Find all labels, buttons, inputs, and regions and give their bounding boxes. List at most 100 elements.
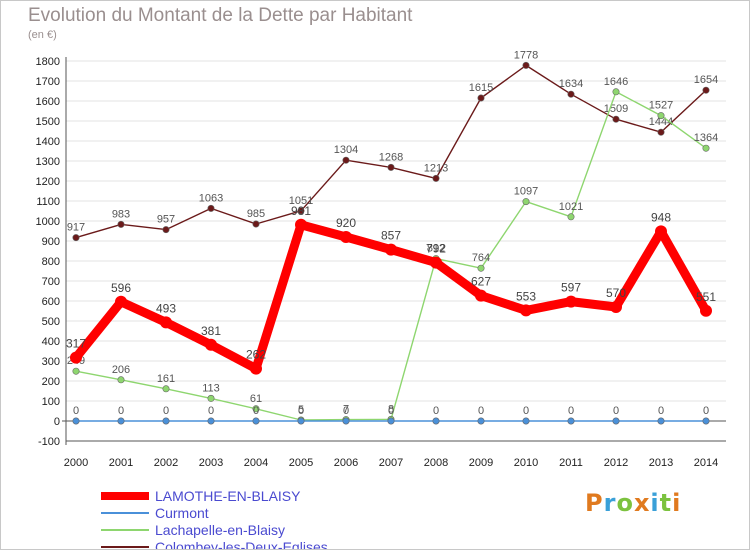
line-chart: -100010020030040050060070080090010001100…: [36, 49, 726, 469]
point-curmont-2002: [162, 417, 170, 425]
legend-swatch-curmont: [101, 512, 149, 514]
x-tick-label-2010: 2010: [514, 457, 538, 469]
data-label-colombey-les-deux-eglises-2007: 1268: [379, 151, 403, 163]
point-lamothe-en-blaisy-2012: [610, 301, 622, 313]
x-tick-label-2004: 2004: [244, 457, 268, 469]
x-tick-label-2003: 2003: [199, 457, 223, 469]
y-tick-label-1100: 1100: [36, 196, 60, 208]
point-colombey-les-deux-eglises-2002: [162, 226, 170, 234]
x-tick-label-2012: 2012: [604, 457, 628, 469]
y-tick-label--100: -100: [38, 436, 60, 448]
logo-letter: i: [672, 489, 682, 517]
data-label-colombey-les-deux-eglises-2000: 917: [67, 222, 85, 234]
legend-label-curmont: Curmont: [155, 505, 209, 521]
data-label-colombey-les-deux-eglises-2014: 1654: [694, 74, 718, 86]
point-curmont-2009: [477, 417, 485, 425]
point-lachapelle-en-blaisy-2003: [207, 394, 215, 402]
point-lachapelle-en-blaisy-2004: [252, 405, 260, 413]
point-lachapelle-en-blaisy-2009: [477, 264, 485, 272]
point-lachapelle-en-blaisy-2002: [162, 385, 170, 393]
data-label-colombey-les-deux-eglises-2009: 1615: [469, 82, 493, 94]
point-lamothe-en-blaisy-2000: [70, 351, 82, 364]
data-label-lamothe-en-blaisy-2005: 981: [291, 204, 311, 218]
data-label-lamothe-en-blaisy-2012: 570: [606, 286, 626, 300]
chart-title: Evolution du Montant de la Dette par Hab…: [28, 5, 413, 26]
logo-letter: t: [659, 489, 673, 517]
data-label-lachapelle-en-blaisy-2009: 764: [472, 252, 490, 264]
point-colombey-les-deux-eglises-2003: [207, 204, 215, 212]
y-tick-label-700: 700: [42, 276, 60, 288]
data-label-colombey-les-deux-eglises-2005: 1051: [289, 195, 313, 207]
y-tick-label-200: 200: [42, 376, 60, 388]
point-colombey-les-deux-eglises-2009: [477, 94, 485, 102]
data-label-curmont-2006: 0: [343, 405, 349, 417]
point-lamothe-en-blaisy-2002: [160, 316, 172, 329]
data-label-colombey-les-deux-eglises-2003: 1063: [199, 192, 223, 204]
point-lachapelle-en-blaisy-2012: [612, 88, 620, 96]
point-colombey-les-deux-eglises-2007: [387, 163, 395, 171]
x-tick-label-2007: 2007: [379, 457, 403, 469]
point-curmont-2008: [432, 417, 440, 425]
data-label-curmont-2001: 0: [118, 405, 124, 417]
point-curmont-2003: [207, 417, 215, 425]
point-lamothe-en-blaisy-2001: [115, 295, 127, 308]
data-label-lamothe-en-blaisy-2000: 317: [66, 337, 86, 351]
point-curmont-2004: [252, 417, 260, 425]
point-lamothe-en-blaisy-2011: [565, 295, 577, 308]
data-label-curmont-2010: 0: [523, 405, 529, 417]
y-tick-label-1400: 1400: [36, 136, 60, 148]
y-tick-label-300: 300: [42, 356, 60, 368]
data-label-lachapelle-en-blaisy-2014: 1364: [694, 132, 718, 144]
y-tick-label-800: 800: [42, 256, 60, 268]
x-tick-label-2000: 2000: [64, 457, 88, 469]
point-curmont-2007: [387, 417, 395, 425]
data-label-curmont-2004: 0: [253, 405, 259, 417]
data-label-curmont-2009: 0: [478, 405, 484, 417]
data-label-lamothe-en-blaisy-2004: 262: [246, 348, 266, 362]
point-curmont-2001: [117, 417, 125, 425]
chart-subtitle: (en €): [28, 29, 57, 41]
point-lamothe-en-blaisy-2013: [655, 225, 667, 238]
legend-swatch-colombey: [101, 546, 149, 548]
data-label-lamothe-en-blaisy-2011: 597: [561, 281, 581, 295]
y-tick-label-1500: 1500: [36, 116, 60, 128]
data-label-lamothe-en-blaisy-2009: 627: [471, 275, 491, 289]
data-label-lachapelle-en-blaisy-2003: 113: [202, 382, 220, 394]
data-label-curmont-2007: 0: [388, 405, 394, 417]
legend-swatch-lachapelle: [101, 529, 149, 531]
data-label-lamothe-en-blaisy-2006: 920: [336, 216, 356, 230]
legend-label-lachapelle: Lachapelle-en-Blaisy: [155, 522, 285, 538]
point-lachapelle-en-blaisy-2000: [72, 367, 80, 375]
point-curmont-2000: [72, 417, 80, 425]
data-label-curmont-2014: 0: [703, 405, 709, 417]
x-tick-label-2006: 2006: [334, 457, 358, 469]
logo-letter: o: [616, 489, 634, 517]
point-colombey-les-deux-eglises-2011: [567, 90, 575, 98]
data-label-lachapelle-en-blaisy-2002: 161: [157, 373, 175, 385]
data-label-lachapelle-en-blaisy-2006: 7: [343, 404, 349, 416]
data-label-lamothe-en-blaisy-2002: 493: [156, 301, 176, 315]
point-curmont-2011: [567, 417, 575, 425]
point-colombey-les-deux-eglises-2008: [432, 174, 440, 182]
legend-label-colombey: Colombey-les-Deux-Eglises: [155, 539, 328, 550]
point-curmont-2014: [702, 417, 710, 425]
data-label-lamothe-en-blaisy-2003: 381: [201, 324, 221, 338]
point-curmont-2013: [657, 417, 665, 425]
data-label-lamothe-en-blaisy-2013: 948: [651, 210, 671, 224]
data-label-lachapelle-en-blaisy-2008: 812: [427, 243, 445, 255]
point-colombey-les-deux-eglises-2014: [702, 86, 710, 94]
x-tick-label-2005: 2005: [289, 457, 313, 469]
point-colombey-les-deux-eglises-2004: [252, 220, 260, 228]
data-label-lachapelle-en-blaisy-2007: 8: [388, 403, 394, 415]
data-label-lachapelle-en-blaisy-2011: 1021: [559, 201, 583, 213]
point-lamothe-en-blaisy-2010: [520, 304, 532, 317]
data-label-curmont-2003: 0: [208, 405, 214, 417]
point-lamothe-en-blaisy-2007: [385, 243, 397, 256]
data-label-curmont-2000: 0: [73, 405, 79, 417]
data-label-lachapelle-en-blaisy-2005: 5: [298, 404, 304, 416]
logo-letter: x: [633, 489, 651, 517]
y-tick-label-100: 100: [42, 396, 60, 408]
y-tick-label-1200: 1200: [36, 176, 60, 188]
data-label-lamothe-en-blaisy-2008: 792: [426, 242, 446, 256]
